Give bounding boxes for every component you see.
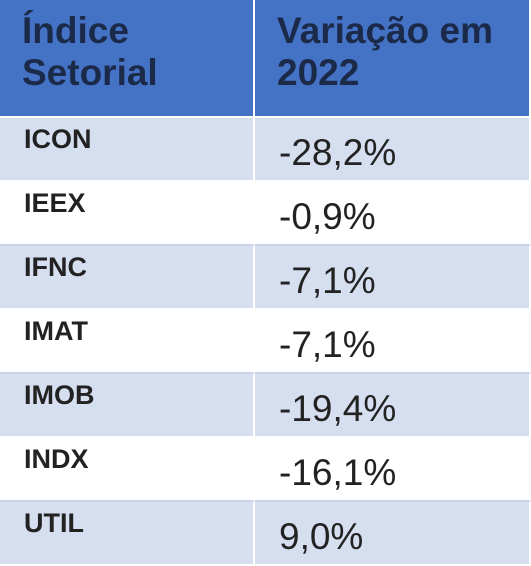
variation-value: -7,1% [255, 310, 531, 374]
index-name: IEEX [0, 182, 255, 246]
variation-value: -16,1% [255, 438, 531, 502]
variation-value: -0,9% [255, 182, 531, 246]
variation-value: -19,4% [255, 374, 531, 438]
header-cell: Variação em 2022 [255, 0, 531, 118]
index-name: IMOB [0, 374, 255, 438]
header-cell: Índice Setorial [0, 0, 255, 118]
index-name: UTIL [0, 502, 255, 566]
index-name: IFNC [0, 246, 255, 310]
index-name: ICON [0, 118, 255, 182]
variation-value: -7,1% [255, 246, 531, 310]
index-name: INDX [0, 438, 255, 502]
variation-value: -28,2% [255, 118, 531, 182]
variation-value: 9,0% [255, 502, 531, 566]
index-name: IMAT [0, 310, 255, 374]
